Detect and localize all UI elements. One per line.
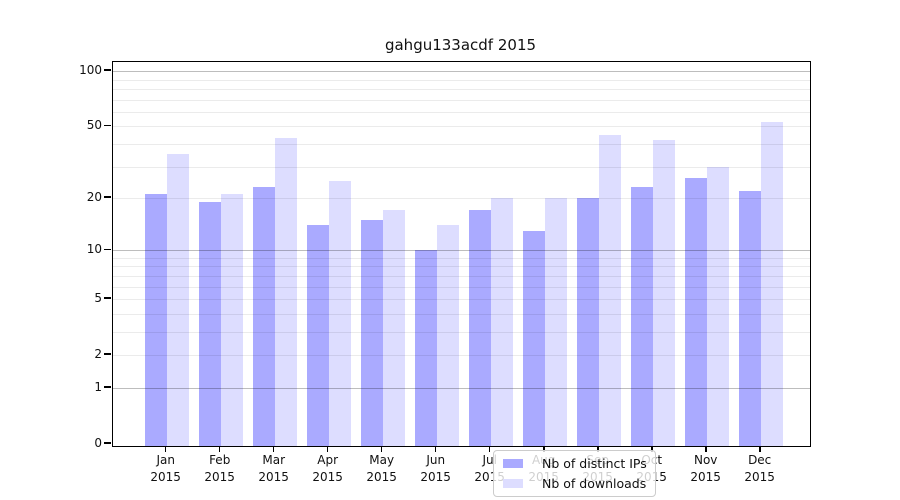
x-tick-mark (597, 447, 599, 452)
distinct-ips-swatch-icon (503, 459, 523, 468)
gridline (113, 166, 810, 168)
bar-distinct-ips (684, 177, 707, 446)
gridline (113, 275, 810, 277)
x-tick-mark (380, 447, 383, 452)
bar-downloads (436, 225, 459, 446)
bar-distinct-ips (468, 210, 491, 446)
bar-downloads (760, 121, 783, 446)
gridline (113, 286, 810, 288)
gridline (113, 126, 810, 128)
legend-item-distinct-ips: Nb of distinct IPs (503, 456, 655, 471)
bar-distinct-ips (738, 190, 761, 446)
y-tick-mark (104, 386, 111, 388)
y-tick-label: 1 (94, 379, 102, 394)
y-tick-label: 20 (86, 190, 102, 204)
gridline (113, 250, 810, 252)
y-tick-mark (104, 124, 111, 126)
gridline (113, 198, 810, 199)
y-tick-mark (104, 442, 111, 444)
y-tick-label: 2 (94, 347, 102, 362)
chart-title: gahgu133acdf 2015 (384, 36, 537, 54)
bar-distinct-ips (522, 230, 545, 446)
bar-distinct-ips (360, 219, 383, 446)
x-tick-label: Nov 2015 (690, 453, 721, 484)
gridline (113, 299, 810, 301)
bar-downloads (490, 198, 513, 446)
chart-legend: Nb of distinct IPs Nb of downloads (493, 450, 656, 497)
y-tick-label: 5 (94, 291, 102, 306)
y-tick-mark (104, 297, 111, 299)
bar-downloads (598, 134, 621, 446)
x-tick-label: Jan 2015 (150, 453, 181, 484)
bar-downloads (706, 166, 729, 446)
y-tick-mark (104, 196, 111, 198)
bar-distinct-ips (252, 187, 275, 446)
y-tick-label: 10 (86, 242, 102, 257)
legend-item-downloads: Nb of downloads (503, 476, 655, 491)
bar-downloads (652, 140, 675, 446)
x-tick-mark (651, 447, 653, 452)
x-tick-mark (705, 447, 707, 452)
x-tick-label: May 2015 (366, 453, 397, 484)
legend-label: Nb of downloads (542, 476, 647, 491)
x-tick-label: Feb 2015 (204, 453, 235, 484)
x-tick-label: Mar 2015 (258, 453, 289, 484)
x-tick-label: Jun 2015 (420, 453, 451, 484)
bar-distinct-ips (630, 187, 653, 446)
gridline (113, 88, 810, 90)
bar-downloads (274, 138, 297, 446)
y-tick-mark (104, 248, 111, 250)
gridline (113, 313, 810, 315)
x-tick-mark (218, 447, 221, 452)
y-tick-mark (104, 353, 111, 355)
gridline (113, 257, 810, 259)
x-tick-mark (759, 447, 761, 452)
y-tick-mark (104, 69, 111, 71)
x-tick-label: Dec 2015 (744, 453, 775, 484)
gridline (113, 79, 810, 81)
legend-label: Nb of distinct IPs (542, 456, 647, 471)
y-tick-label: 100 (79, 63, 102, 78)
x-tick-mark (543, 447, 545, 452)
bar-downloads (220, 194, 243, 446)
bar-downloads (382, 210, 405, 446)
bar-distinct-ips (414, 250, 437, 446)
gridline (113, 111, 810, 113)
y-tick-label: 50 (86, 118, 102, 133)
x-tick-mark (488, 447, 491, 452)
x-tick-mark (434, 447, 437, 452)
gridline (113, 331, 810, 333)
gridline (113, 266, 810, 268)
bar-downloads (328, 180, 351, 446)
bar-distinct-ips (198, 201, 221, 446)
y-tick-label: 0 (94, 436, 102, 450)
x-tick-mark (326, 447, 329, 452)
bar-distinct-ips (576, 198, 599, 446)
x-tick-label: Apr 2015 (312, 453, 343, 484)
gridline (113, 355, 810, 357)
gridline (113, 71, 810, 73)
x-tick-mark (164, 447, 167, 452)
bar-distinct-ips (144, 194, 167, 446)
bar-downloads (544, 198, 567, 446)
bar-distinct-ips (306, 225, 329, 446)
bar-downloads (166, 154, 189, 446)
gridline (113, 387, 810, 389)
gridline (113, 143, 810, 145)
x-tick-mark (272, 447, 275, 452)
plot-area: Nb of distinct IPs Nb of downloads (112, 61, 811, 497)
downloads-swatch-icon (503, 479, 523, 488)
gridline (113, 99, 810, 101)
